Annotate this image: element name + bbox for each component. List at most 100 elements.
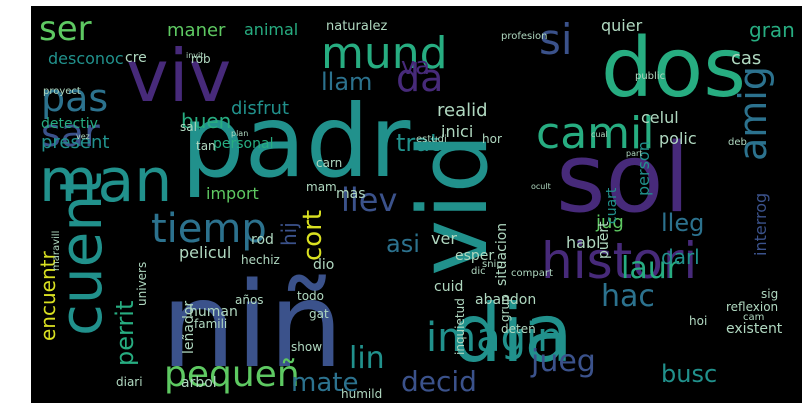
word-ocult: ocult: [531, 182, 551, 191]
word-proyect: proyect: [43, 86, 81, 97]
word-inquietud: inquietud: [453, 298, 467, 355]
word-busc: busc: [661, 360, 717, 388]
word-gran: gran: [749, 18, 795, 42]
word-tan: tan: [196, 139, 216, 153]
word-si: si: [539, 15, 573, 64]
word-pelicul: pelicul: [179, 243, 231, 262]
word-dic: dic: [471, 266, 486, 277]
word-darl: darl: [661, 245, 700, 269]
word-niñ: niñ: [161, 256, 343, 394]
word-dia: dia: [451, 287, 573, 380]
word-interrog: interrog: [751, 193, 770, 256]
word-personal: personal: [213, 136, 273, 152]
word-situacion: situacion: [494, 223, 510, 286]
word-deb: deb: [728, 137, 747, 148]
word-invit: invit: [186, 51, 203, 60]
word-maner: maner: [167, 20, 226, 41]
word-public: public: [635, 71, 665, 82]
word-laur: laur: [621, 251, 680, 286]
word-esper: esper: [455, 248, 494, 264]
word-rob: rob: [191, 52, 211, 66]
word-animal: animal: [244, 20, 298, 39]
word-dio: dio: [313, 257, 334, 273]
word-tiemp: tiemp: [151, 206, 267, 252]
word-compart: compart: [511, 268, 553, 279]
word-sol: sol: [556, 124, 690, 234]
word-maravill: maravill: [51, 231, 62, 271]
word-abandon: abandon: [475, 292, 536, 308]
word-profesion: profesion: [501, 31, 547, 42]
word-va: va: [401, 52, 430, 80]
word-existent: existent: [726, 321, 783, 337]
word-buen: buen: [181, 109, 231, 133]
word-viv: viv: [126, 34, 231, 118]
word-famili: famili: [194, 317, 227, 331]
word-part: part: [626, 149, 642, 158]
word-cuent: cuent: [47, 172, 115, 336]
word-ser: ser: [39, 9, 92, 49]
word-lleg: lleg: [661, 209, 704, 237]
word-mas: mas: [336, 186, 366, 202]
word-realid: realid: [437, 100, 488, 121]
word-snip: snip: [482, 259, 503, 270]
word-cort: cort: [298, 210, 328, 261]
word-import: import: [206, 184, 259, 203]
word-plan: plan: [231, 129, 248, 138]
word-histori: histori: [541, 232, 697, 290]
word-human: human: [189, 304, 238, 320]
word-pas: pas: [41, 76, 108, 120]
word-deten: deten: [501, 322, 536, 336]
word-pequeñ: pequeñ: [164, 354, 300, 395]
word-mam: mam: [306, 180, 337, 194]
word-perrit: perrit: [111, 301, 139, 366]
word-estudi: estudi: [416, 134, 447, 145]
word-cuart: cuart: [604, 187, 620, 224]
word-sar: sar: [41, 111, 100, 155]
word-vid: vid: [399, 133, 509, 276]
word-cam: cam: [743, 312, 764, 323]
word-hoi: hoi: [689, 314, 707, 328]
word-trat: trat: [396, 129, 439, 157]
word-amig: amig: [731, 66, 775, 161]
word-arbol: arbol: [181, 375, 217, 391]
word-padr: padr: [181, 83, 411, 200]
word-cre: cre: [125, 50, 147, 66]
word-hac: hac: [601, 279, 655, 314]
word-cas: cas: [731, 48, 761, 69]
word-carn: carn: [316, 156, 342, 170]
word-jug: jug: [595, 212, 624, 233]
word-present: present: [41, 132, 109, 153]
word-cuid: cuid: [434, 279, 463, 295]
word-leñador: leñador: [181, 301, 197, 354]
word-show: show: [291, 340, 322, 354]
word-humild: humild: [341, 387, 382, 401]
word-da: da: [396, 56, 443, 100]
word-mate: mate: [291, 368, 358, 398]
word-polic: polic: [659, 129, 697, 148]
word-reflexion: reflexion: [726, 300, 778, 314]
word-lin: lin: [349, 341, 385, 376]
word-detectiv: detectiv: [41, 116, 98, 132]
word-años: años: [235, 293, 264, 307]
word-celul: celul: [641, 108, 679, 127]
word-llam: llam: [321, 68, 372, 96]
word-univers: univers: [135, 262, 149, 306]
word-man: man: [39, 146, 172, 216]
word-hij: hij: [277, 222, 301, 246]
word-naturalez: naturalez: [326, 19, 387, 34]
word-grup: grup: [498, 294, 512, 322]
word-imagin: imagin: [426, 315, 562, 361]
word-camil: camil: [536, 108, 654, 159]
word-puert: puert: [596, 221, 612, 259]
word-asi: asi: [386, 230, 420, 258]
word-sal: sal: [180, 120, 197, 134]
word-cual: cual: [591, 130, 608, 139]
word-vez: vez: [76, 132, 90, 141]
word-ver: ver: [431, 229, 457, 248]
word-jueg: jueg: [530, 344, 596, 379]
word-hechiz: hechiz: [241, 253, 280, 267]
word-dos: dos: [601, 21, 746, 116]
word-rod: rod: [251, 232, 274, 248]
word-decid: decid: [401, 365, 477, 398]
